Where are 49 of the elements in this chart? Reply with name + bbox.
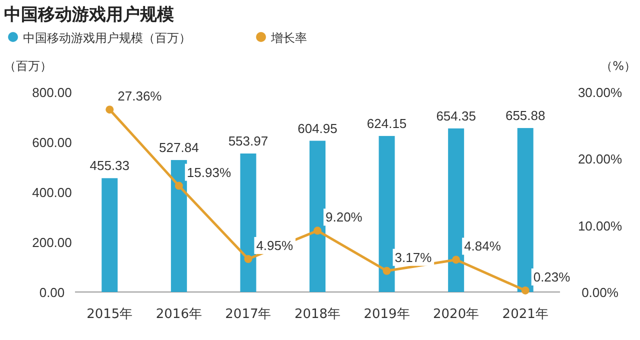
point bbox=[521, 286, 530, 294]
point bbox=[382, 266, 391, 275]
data-label: 604.95 bbox=[298, 120, 338, 136]
data-label: 553.97 bbox=[228, 134, 268, 149]
data-label: 0.23% bbox=[533, 269, 571, 284]
data-label: 624.15 bbox=[366, 116, 407, 131]
point bbox=[106, 106, 114, 114]
bar bbox=[448, 128, 464, 292]
x-tick-label: 2017年 bbox=[225, 307, 272, 322]
x-tick-label: 2020年 bbox=[433, 307, 480, 322]
data-label: 9.20% bbox=[326, 210, 363, 225]
point bbox=[314, 226, 322, 235]
data-label: 527.84 bbox=[159, 140, 199, 156]
legend-label: 增长率 bbox=[270, 31, 307, 45]
bar bbox=[240, 154, 256, 292]
bar bbox=[378, 136, 395, 292]
data-label: 27.36% bbox=[118, 88, 162, 104]
point bbox=[244, 255, 252, 263]
y2-axis-title: （%） bbox=[600, 59, 636, 73]
y-tick-label: 600.00 bbox=[32, 135, 72, 150]
bar bbox=[102, 178, 118, 292]
y2-tick-label: 20.00% bbox=[578, 152, 622, 167]
data-label: 655.88 bbox=[505, 108, 546, 124]
y2-tick-label: 0.00% bbox=[582, 285, 619, 300]
y-tick-label: 400.00 bbox=[32, 185, 72, 200]
point bbox=[174, 182, 183, 190]
chart-title: 中国移动游戏用户规模 bbox=[4, 5, 174, 25]
point bbox=[452, 256, 460, 264]
legend-label: 中国移动游戏用户规模（百万） bbox=[23, 31, 191, 45]
x-tick-label: 2021年 bbox=[502, 307, 548, 322]
y2-tick-label: 10.00% bbox=[578, 218, 622, 234]
y-axis-title: （百万） bbox=[4, 59, 52, 73]
y-tick-label: 800.00 bbox=[32, 85, 72, 100]
x-tick-label: 2018年 bbox=[294, 307, 341, 322]
y2-tick-label: 30.00% bbox=[578, 85, 622, 100]
x-tick-label: 2016年 bbox=[156, 307, 202, 322]
data-label: 654.35 bbox=[436, 108, 476, 124]
y-tick-label: 0.00 bbox=[39, 285, 65, 300]
y-tick-label: 200.00 bbox=[32, 235, 72, 250]
x-tick-label: 2015年 bbox=[86, 307, 133, 322]
x-tick-label: 2019年 bbox=[364, 307, 410, 322]
data-label: 3.17% bbox=[394, 250, 432, 265]
data-label: 455.33 bbox=[90, 158, 130, 174]
data-label: 15.93% bbox=[186, 164, 232, 180]
bar bbox=[517, 128, 534, 292]
bar bbox=[170, 160, 187, 292]
data-label: 4.95% bbox=[256, 238, 294, 253]
data-label: 4.84% bbox=[464, 238, 502, 254]
bar bbox=[310, 140, 326, 292]
